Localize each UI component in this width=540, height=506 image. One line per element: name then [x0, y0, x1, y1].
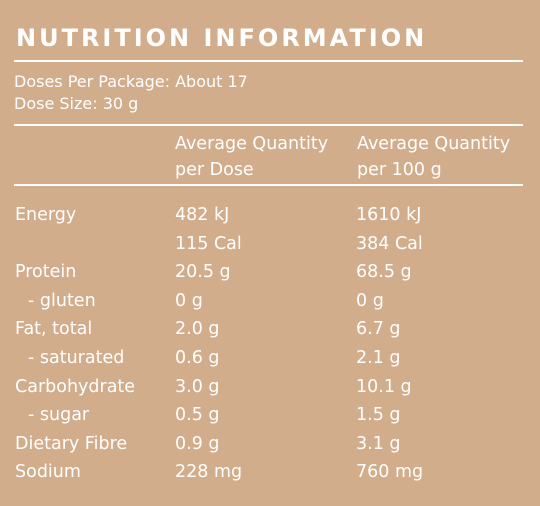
nutrient-per-dose: 0.5 g	[175, 405, 220, 426]
nutrient-per-100g: 0 g	[356, 290, 384, 311]
nutrient-per-100g: 10.1 g	[356, 376, 412, 397]
nutrient-name: Carbohydrate	[15, 376, 136, 397]
nutrient-name: Fat, total	[15, 319, 93, 340]
nutrient-per-100g: 2.1 g	[356, 347, 401, 368]
nutrient-per-100g: 1610 kJ	[356, 205, 422, 225]
nutrient-row-carbohydrate: Carbohydrate 3.0 g 10.1 g	[0, 373, 540, 402]
column-header-per-100g-line1: Average Quantity	[357, 134, 511, 154]
header-divider	[14, 184, 523, 186]
nutrient-per-dose: 115 Cal	[175, 233, 242, 254]
nutrient-per-dose: 3.0 g	[175, 376, 220, 397]
nutrient-per-dose: 0.9 g	[175, 433, 220, 454]
nutrient-name: Sodium	[15, 462, 81, 483]
nutrient-name: Dietary Fibre	[15, 433, 128, 454]
nutrient-row-energy-kj: Energy 482 kJ 1610 kJ	[0, 201, 540, 230]
nutrient-row-sodium: Sodium 228 mg 760 mg	[0, 458, 540, 487]
column-header-per-100g-line2: per 100 g	[357, 160, 442, 180]
nutrient-per-dose: 2.0 g	[175, 319, 220, 340]
panel-title: NUTRITION INFORMATION	[16, 24, 428, 52]
nutrient-per-dose: 0 g	[175, 290, 203, 311]
column-header-per-dose-line1: Average Quantity	[175, 134, 329, 154]
nutrient-per-100g: 1.5 g	[356, 405, 401, 426]
title-divider	[14, 60, 523, 62]
nutrient-row-protein: Protein 20.5 g 68.5 g	[0, 258, 540, 287]
nutrient-per-dose: 0.6 g	[175, 347, 220, 368]
nutrient-row-energy-cal: 115 Cal 384 Cal	[0, 230, 540, 259]
nutrient-table: Energy 482 kJ 1610 kJ 115 Cal 384 Cal Pr…	[0, 201, 540, 487]
nutrient-name: Energy	[15, 205, 77, 225]
doses-per-package: Doses Per Package: About 17	[14, 72, 248, 91]
nutrient-per-100g: 6.7 g	[356, 319, 401, 340]
nutrient-per-100g: 760 mg	[356, 462, 424, 483]
nutrient-row-sugar: - sugar 0.5 g 1.5 g	[0, 401, 540, 430]
column-header-per-dose-line2: per Dose	[175, 160, 254, 180]
column-header-per-100g: Average Quantity per 100 g	[357, 131, 510, 183]
nutrient-row-dietary-fibre: Dietary Fibre 0.9 g 3.1 g	[0, 430, 540, 459]
nutrient-name: - gluten	[28, 290, 96, 311]
nutrient-per-100g: 68.5 g	[356, 262, 412, 283]
nutrient-per-100g: 384 Cal	[356, 233, 423, 254]
nutrient-row-saturated: - saturated 0.6 g 2.1 g	[0, 344, 540, 373]
meta-divider	[14, 124, 523, 126]
nutrient-per-dose: 228 mg	[175, 462, 243, 483]
column-header-per-dose: Average Quantity per Dose	[175, 131, 328, 183]
dose-size: Dose Size: 30 g	[14, 94, 139, 113]
nutrient-row-fat-total: Fat, total 2.0 g 6.7 g	[0, 315, 540, 344]
nutrient-name: - sugar	[28, 405, 90, 426]
nutrient-per-dose: 20.5 g	[175, 262, 231, 283]
nutrient-per-dose: 482 kJ	[175, 205, 230, 225]
nutrient-name: Protein	[15, 262, 77, 283]
nutrient-name: - saturated	[28, 347, 125, 368]
nutrient-row-gluten: - gluten 0 g 0 g	[0, 287, 540, 316]
nutrient-per-100g: 3.1 g	[356, 433, 401, 454]
